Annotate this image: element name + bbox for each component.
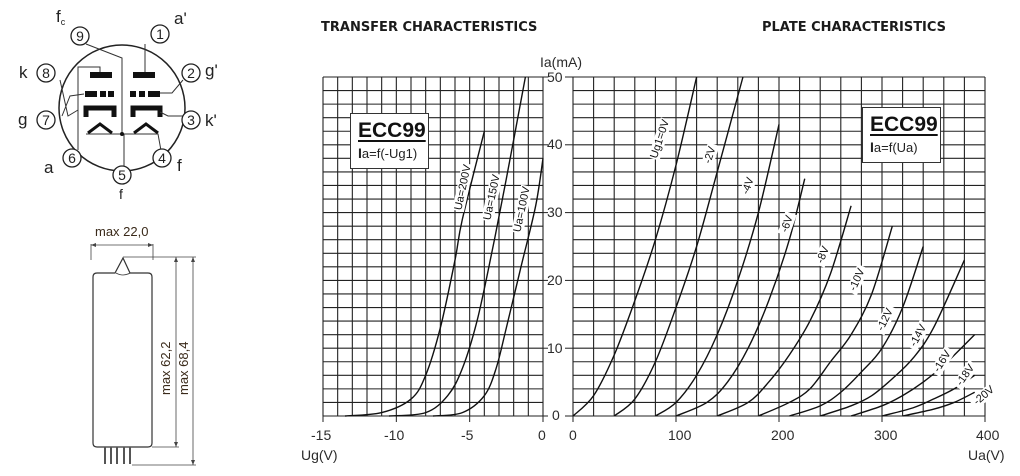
curve-label: -12V (873, 303, 898, 336)
transfer-x-tick-0: 0 (538, 427, 546, 443)
curve-label: -2V (700, 142, 720, 168)
transfer-x-tick-minus15: -15 (311, 427, 332, 443)
pin-6-label: a (44, 158, 54, 177)
pin-1-label: a' (174, 9, 187, 28)
plate-curve (613, 76, 744, 417)
pin-9-number: 9 (76, 28, 84, 44)
plate-y-tick-50: 50 (547, 69, 563, 85)
plate-x-tick-200: 200 (771, 427, 795, 443)
pin-9-label: fc (56, 7, 66, 27)
pin-5-label: f (119, 186, 123, 200)
svg-text:-2V: -2V (702, 144, 719, 165)
plate-x-tick-100: 100 (668, 427, 692, 443)
plate-y-tick-40: 40 (547, 136, 563, 152)
plate-curve (902, 391, 976, 417)
transfer-x-axis-label: Ug(V) (301, 447, 338, 463)
plate-x-tick-300: 300 (874, 427, 898, 443)
plate-curve (572, 76, 698, 417)
svg-text:-4V: -4V (740, 175, 757, 196)
pin-1-number: 1 (156, 26, 164, 42)
transfer-legend-box: ECC99 Ia=f(-Ug1) (350, 113, 429, 169)
plate-x-tick-0: 0 (569, 427, 577, 443)
pin-7-label: g (18, 110, 27, 129)
transfer-chart-title: TRANSFER CHARACTERISTICS (321, 20, 538, 35)
transfer-chart-grid (322, 76, 544, 417)
curve-label: Ug1=0V (647, 117, 673, 161)
transfer-x-tick-minus5: -5 (461, 427, 474, 443)
plate-curve (675, 178, 806, 417)
plate-y-tick-20: 20 (547, 272, 563, 288)
plate-y-tick-0: 0 (552, 407, 560, 423)
transfer-chart-curves (344, 76, 544, 417)
plate-x-axis-label: Ua(V) (968, 447, 1005, 463)
curve-label: -10V (845, 264, 869, 296)
plate-curve (789, 246, 924, 417)
curve-label: -20V (969, 381, 1000, 410)
transfer-x-tick-minus10: -10 (384, 427, 405, 443)
curve-label: Ua=100V (511, 184, 533, 235)
curve-label: -4V (738, 173, 758, 199)
plate-legend-box: ECC99 Ia=f(Ua) (862, 107, 941, 163)
transfer-legend-tube-name: ECC99 (358, 119, 426, 142)
plate-y-tick-30: 30 (547, 204, 563, 220)
pinout-diagram: 1 2 3 4 5 6 7 8 9 a' g' k' f f a g k fc (18, 7, 218, 200)
pin-5-number: 5 (118, 167, 126, 183)
transfer-curve (344, 131, 486, 417)
plate-y-tick-10: 10 (547, 340, 563, 356)
pin-4-number: 4 (158, 150, 166, 166)
pin-2-number: 2 (187, 65, 195, 81)
pin-6-number: 6 (68, 150, 76, 166)
transfer-curve (432, 158, 544, 417)
pin-7-number: 7 (42, 112, 50, 128)
plate-curve (716, 205, 852, 417)
svg-text:Ug1=0V: Ug1=0V (648, 118, 672, 160)
plate-curve (758, 225, 893, 417)
plate-chart-curves (572, 76, 976, 417)
curve-label: -14V (906, 319, 931, 352)
pin-3-label: k' (205, 111, 217, 130)
svg-text:-6V: -6V (779, 213, 796, 234)
plate-curve (655, 124, 780, 417)
transfer-legend-function: Ia=f(-Ug1) (358, 145, 418, 161)
pin-2-label: g' (205, 61, 218, 80)
plate-y-axis-label: Ia(mA) (540, 54, 582, 70)
pin-8-number: 8 (42, 65, 50, 81)
plate-x-tick-400: 400 (976, 427, 1000, 443)
tube-dimension-drawing (90, 243, 196, 466)
plate-curve (819, 259, 966, 417)
width-dimension-label: max 22,0 (95, 224, 149, 239)
plate-legend-function: Ia=f(Ua) (870, 139, 918, 155)
pin-4-label: f (177, 156, 182, 175)
transfer-curve (388, 76, 527, 417)
pin-3-number: 3 (187, 112, 195, 128)
pin-8-label: k (19, 63, 28, 82)
curve-label: -6V (777, 211, 797, 237)
curve-label: -8V (813, 242, 834, 268)
plate-chart-title: PLATE CHARACTERISTICS (762, 20, 947, 35)
plate-legend-tube-name: ECC99 (870, 113, 938, 136)
